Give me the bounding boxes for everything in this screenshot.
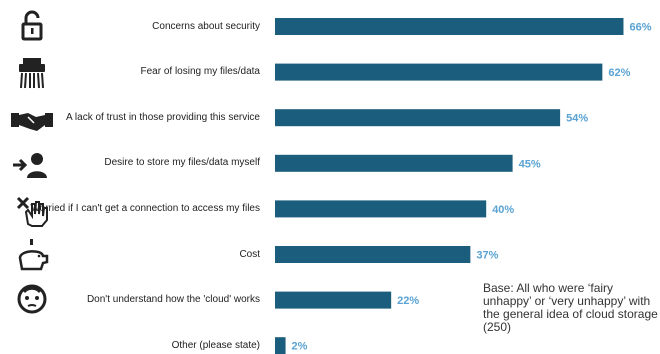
category-label-2: A lack of trust in those providing this …: [66, 111, 260, 123]
bar-5: [275, 246, 471, 263]
shredder-icon: [19, 58, 45, 89]
bar-7: [275, 337, 286, 354]
value-label-6: 22%: [397, 295, 419, 307]
category-label-3: Desire to store my files/data myself: [104, 157, 260, 169]
confused-face-icon: [17, 284, 47, 314]
bar-3: [275, 154, 513, 172]
category-label-6: Don't understand how the 'cloud' works: [86, 294, 260, 306]
bar-1: [275, 63, 603, 81]
padlock-icon: [21, 10, 43, 41]
value-label-1: 62%: [608, 67, 630, 79]
category-label-4: Worried if I can't get a connection to a…: [30, 202, 260, 214]
base-note: Base: All who were ‘fairy unhappy’ or ‘v…: [483, 281, 658, 334]
category-label-7: Other (please state): [171, 339, 260, 351]
bar-6: [275, 291, 392, 309]
person-arrow-icon: [13, 153, 47, 178]
category-label-5: Cost: [239, 248, 260, 260]
handshake-icon: [11, 113, 53, 131]
value-label-7: 2%: [292, 341, 308, 353]
value-label-2: 54%: [566, 113, 588, 125]
value-label-4: 40%: [492, 204, 514, 216]
bar-4: [275, 200, 487, 218]
piggy-bank-icon: [18, 239, 49, 271]
crossed-hand-icon: [16, 196, 48, 227]
value-label-0: 66%: [629, 22, 651, 34]
value-label-3: 45%: [519, 158, 541, 170]
bars-layer: 66% 62% 54% 45% 40% 37% 22% 2%: [275, 18, 652, 354]
category-label-1: Fear of losing my files/data: [140, 66, 261, 78]
value-label-5: 37%: [476, 250, 498, 262]
bar-0: [275, 18, 624, 35]
bar-2: [275, 109, 561, 127]
category-label-0: Concerns about security: [152, 20, 260, 32]
